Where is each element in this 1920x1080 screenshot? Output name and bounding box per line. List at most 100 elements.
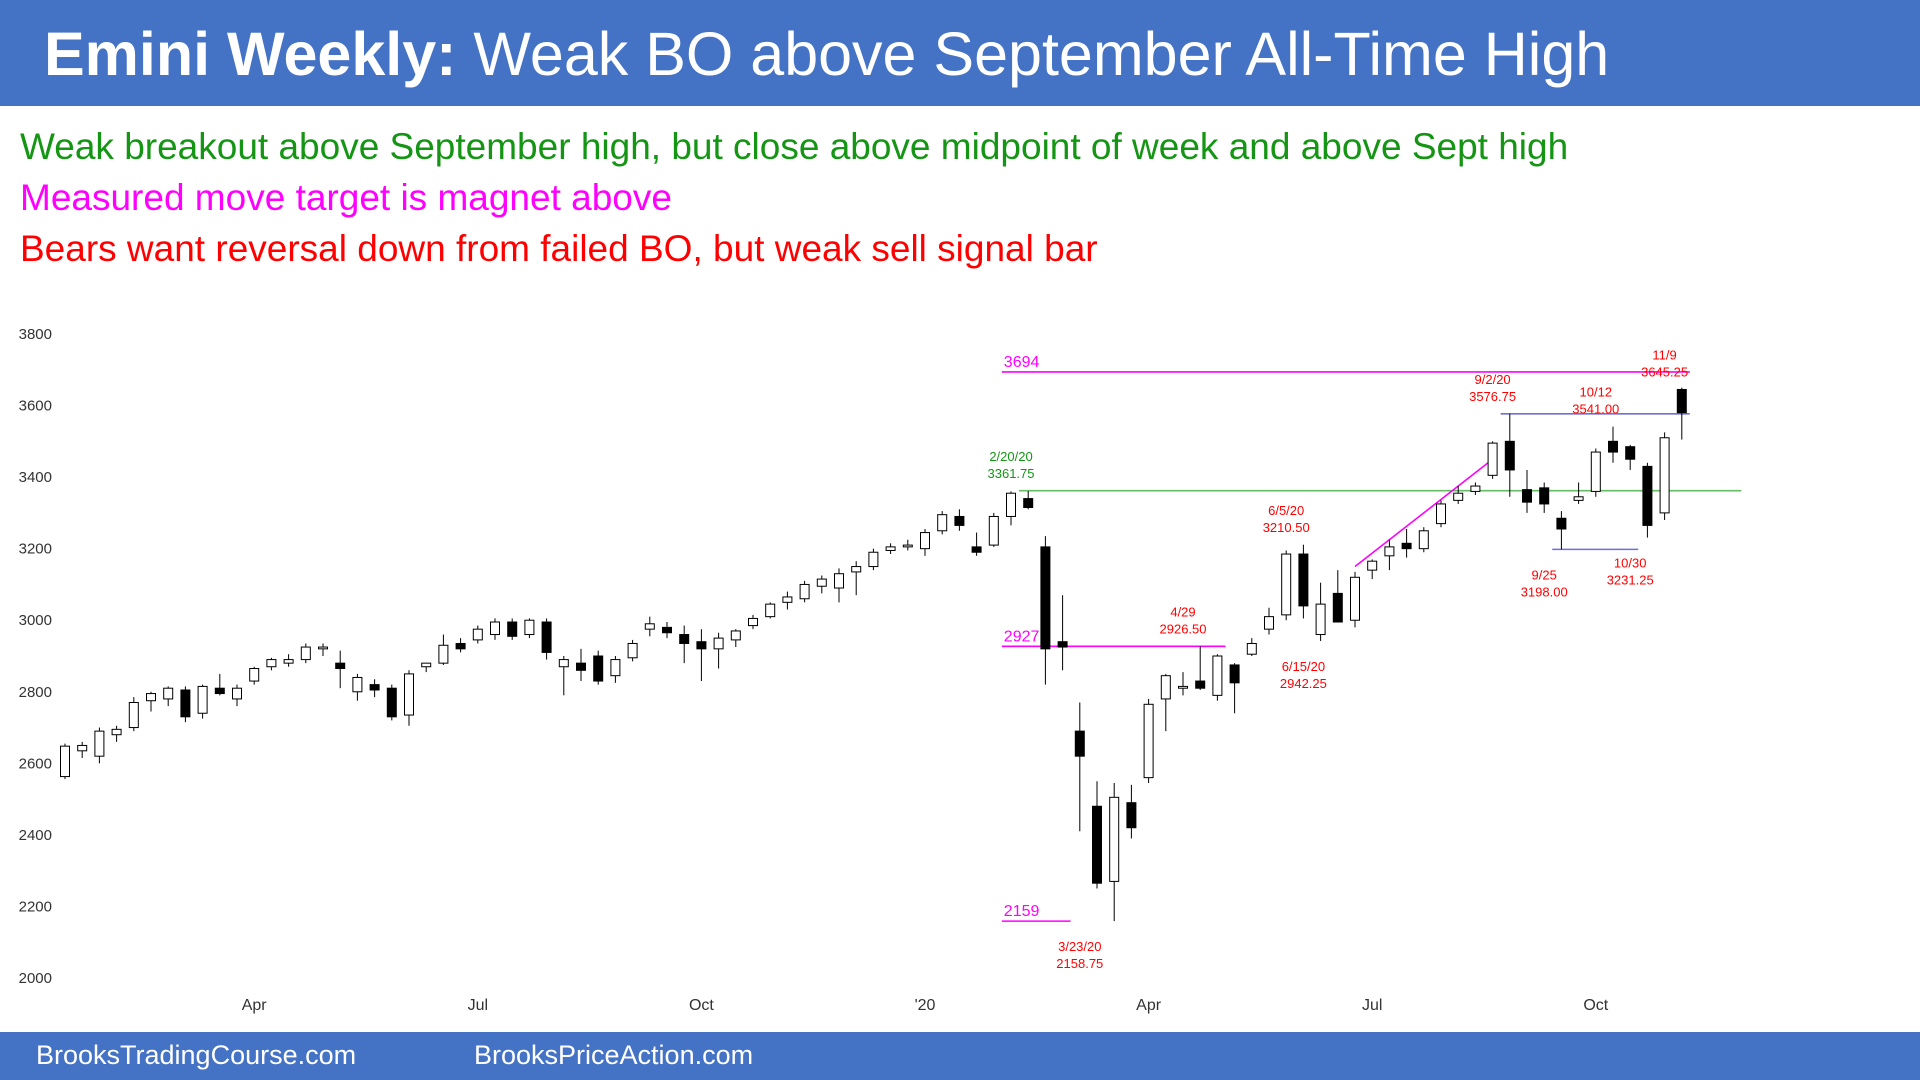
bear-candle: [1298, 553, 1309, 607]
bull-candle: [713, 637, 724, 650]
bull-candle: [748, 617, 758, 627]
annotation-date: 10/12: [1580, 385, 1613, 400]
y-tick-label: 2800: [19, 684, 52, 701]
annotation-price: 3198.00: [1521, 584, 1568, 599]
annotation-price: 2158.75: [1056, 956, 1103, 971]
note-breakout: Weak breakout above September high, but …: [20, 126, 1569, 167]
bear-candle: [696, 641, 707, 650]
bear-candle: [214, 687, 225, 695]
bull-candle: [782, 596, 793, 603]
x-tick-label: Jul: [468, 997, 488, 1014]
bear-candle: [576, 662, 586, 671]
bull-candle: [730, 630, 741, 641]
bull-candle: [644, 623, 655, 630]
bear-candle: [1126, 802, 1137, 829]
bull-candle: [988, 515, 999, 546]
bull-candle: [1178, 685, 1188, 689]
bull-candle: [1212, 655, 1223, 696]
bear-candle: [954, 515, 965, 526]
bear-candle: [1092, 805, 1102, 884]
header-banner: Emini Weekly: Weak BO above September Al…: [0, 0, 1920, 106]
title-bold: Emini Weekly:: [44, 20, 457, 88]
x-tick-label: Apr: [242, 997, 268, 1014]
annotation-date: 2/20/20: [989, 449, 1032, 464]
bear-candle: [971, 546, 982, 553]
annotation-price: 3576.75: [1469, 389, 1516, 404]
bear-candle: [1401, 542, 1412, 550]
bull-candle: [1143, 703, 1154, 779]
bull-candle: [77, 744, 88, 752]
x-tick-label: '20: [915, 997, 936, 1014]
bear-candle: [593, 655, 604, 682]
y-tick-label: 2000: [19, 970, 52, 987]
bull-candle: [490, 621, 500, 636]
bull-candle: [627, 642, 638, 659]
bull-candle: [868, 551, 879, 568]
bull-candle: [1315, 603, 1326, 636]
y-tick-label: 2400: [19, 827, 52, 844]
bull-candle: [834, 573, 844, 589]
annotation-price: 3361.75: [988, 466, 1035, 481]
annotation-date: 3/23/20: [1058, 939, 1101, 954]
footer-bar: BrooksTradingCourse.com BrooksPriceActio…: [0, 1032, 1920, 1080]
bull-candle: [94, 730, 105, 757]
annotation-date: 9/25: [1532, 567, 1557, 582]
bull-candle: [111, 728, 122, 736]
bull-candle: [920, 532, 930, 550]
footer-link-priceaction[interactable]: BrooksPriceAction.com: [474, 1040, 754, 1070]
bull-candle: [1350, 576, 1360, 621]
bull-candle: [283, 659, 294, 664]
annotation-date: 9/2/20: [1475, 372, 1511, 387]
annotation-price: 3541.00: [1572, 402, 1619, 417]
bull-candle: [352, 676, 363, 693]
bear-candle: [1522, 489, 1532, 503]
bear-candle: [1556, 517, 1567, 530]
weekly-candlestick-chart: 2000 2200 2400 2600 2800 3000 3200 3400 3600 3800…: [19, 326, 1742, 1014]
bull-candle: [1590, 451, 1601, 492]
bear-candle: [180, 689, 191, 718]
bull-candle: [1659, 437, 1670, 514]
level-label: 3694: [1004, 354, 1040, 371]
bull-candle: [472, 628, 483, 641]
bear-candle: [1074, 730, 1085, 757]
bear-candle: [679, 634, 690, 644]
footer-link-tradingcourse[interactable]: BrooksTradingCourse.com: [36, 1040, 357, 1070]
bull-candle: [1006, 492, 1016, 517]
bull-candle: [1453, 492, 1464, 501]
bull-candle: [300, 646, 311, 661]
bear-candle: [1229, 664, 1240, 684]
y-tick-label: 3200: [19, 541, 52, 558]
bear-candle: [1040, 546, 1051, 650]
annotation-price: 2926.50: [1160, 622, 1207, 637]
bull-candle: [421, 662, 432, 668]
annotation-price: 2942.25: [1280, 676, 1327, 691]
y-tick-label: 3400: [19, 469, 52, 486]
bull-candle: [1487, 442, 1498, 476]
bull-candle: [1384, 546, 1395, 557]
title-rest: Weak BO above September All-Time High: [473, 20, 1610, 88]
x-tick-label: Oct: [1583, 997, 1608, 1014]
bull-candle: [197, 685, 208, 714]
bull-candle: [799, 583, 810, 600]
bear-candle: [541, 621, 552, 653]
bull-candle: [1160, 675, 1171, 700]
x-tick-label: Apr: [1136, 997, 1162, 1014]
bull-candle: [438, 644, 449, 664]
annotation-price: 3645.25: [1641, 364, 1688, 379]
bear-candle: [1676, 388, 1687, 414]
bull-candle: [128, 702, 139, 729]
bear-candle: [662, 626, 672, 634]
y-tick-label: 3000: [19, 612, 52, 629]
bull-candle: [851, 566, 862, 573]
y-tick-label: 2600: [19, 755, 52, 772]
bull-candle: [404, 673, 414, 716]
bull-candle: [1573, 496, 1584, 501]
x-tick-label: Oct: [689, 997, 714, 1014]
annotation-date: 6/5/20: [1268, 503, 1304, 518]
bear-candle: [1642, 465, 1653, 526]
bull-candle: [318, 646, 328, 650]
bull-candle: [1264, 616, 1274, 630]
level-label: 2159: [1004, 903, 1040, 920]
bear-candle: [1625, 446, 1636, 460]
bull-candle: [232, 687, 242, 700]
